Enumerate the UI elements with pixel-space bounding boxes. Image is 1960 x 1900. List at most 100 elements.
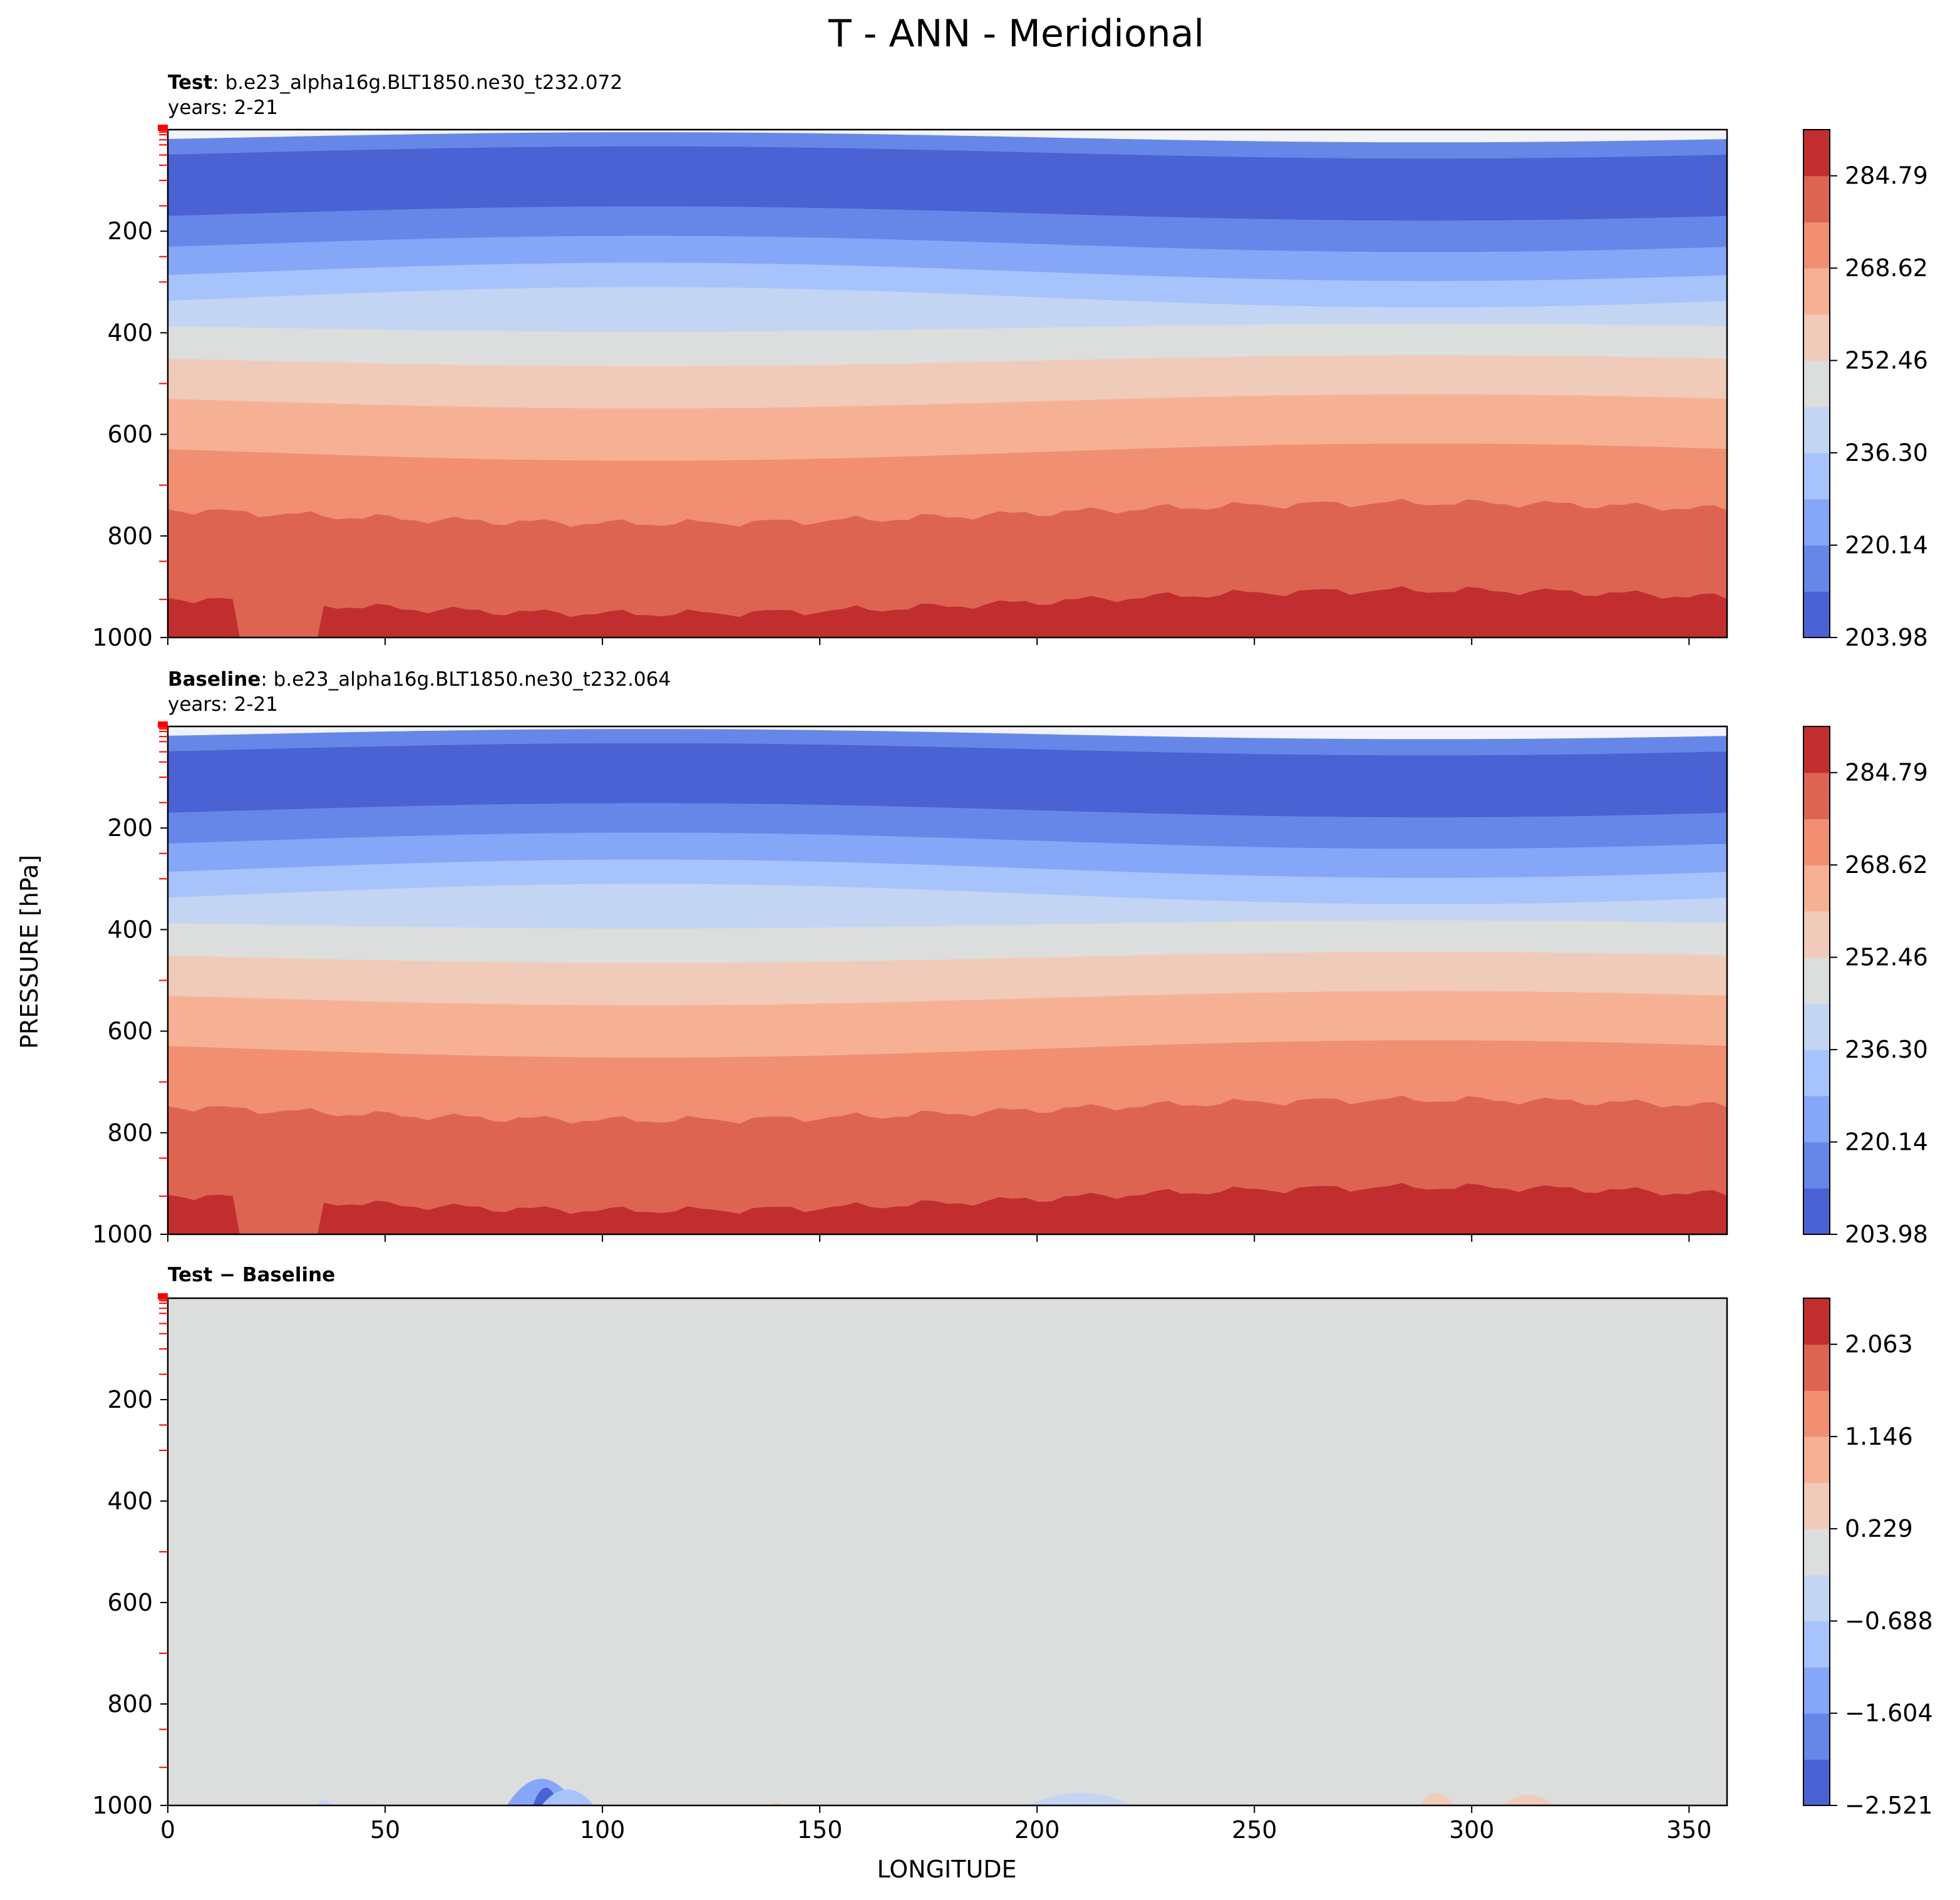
contour-fills <box>168 130 1727 638</box>
panel-baseline-title-bold: Baseline <box>168 668 260 691</box>
panel-baseline-colorbar: 203.98 220.14 236.30 252.46 268.62 284.79 <box>1803 726 1928 1248</box>
colorbar-tick-label: 2.063 <box>1845 1331 1913 1358</box>
colorbar-tick-label: −1.604 <box>1845 1700 1933 1727</box>
colorbar-frame <box>1803 726 1830 1235</box>
pressure-level-tick-cluster <box>158 1293 168 1299</box>
colorbar-segment <box>1803 175 1830 223</box>
colorbar-frame <box>1803 129 1830 638</box>
x-tick-label: 250 <box>1232 1816 1277 1844</box>
colorbar-segment <box>1803 865 1830 912</box>
colorbar-segment <box>1803 591 1830 638</box>
y-tick-label: 400 <box>107 916 153 943</box>
colorbar-segment <box>1803 1095 1830 1143</box>
colorbar-tick-label: 236.30 <box>1845 1036 1928 1063</box>
panel-difference: Test − Baseline 200 400 600 800 1000 0 50 100 15… <box>92 1264 1932 1844</box>
contour-level-band <box>168 586 1727 638</box>
contour-fills <box>168 1298 1727 1805</box>
colorbar-segment <box>1803 498 1830 546</box>
contour-anomaly <box>315 1800 333 1805</box>
y-tick-label: 800 <box>107 522 153 550</box>
y-tick-label: 200 <box>107 1386 153 1413</box>
colorbar-segment <box>1803 1344 1830 1391</box>
y-tick-label: 400 <box>107 319 153 346</box>
y-tick-label: 400 <box>107 1487 153 1515</box>
colorbar-segment <box>1803 314 1830 361</box>
colorbar-segment <box>1803 268 1830 315</box>
y-tick-label: 1000 <box>92 624 153 651</box>
panel-baseline-subtitle: years: 2-21 <box>168 693 278 716</box>
figure-title: T - ANN - Meridional <box>828 12 1204 56</box>
panel-test-subtitle: years: 2-21 <box>168 96 278 119</box>
colorbar-segment <box>1803 772 1830 820</box>
panel-test-title-bold: Test <box>168 71 213 94</box>
colorbar-tick-label: 1.146 <box>1845 1423 1913 1450</box>
colorbar-segment <box>1803 360 1830 407</box>
colorbar-segment <box>1803 406 1830 453</box>
x-tick-label: 350 <box>1666 1816 1712 1844</box>
colorbar-segment <box>1803 545 1830 592</box>
colorbar-tick-label: 203.98 <box>1845 1221 1928 1248</box>
colorbar-segment <box>1803 911 1830 958</box>
x-tick-label: 300 <box>1449 1816 1495 1844</box>
panel-test-title: Test: b.e23_alpha16g.BLT1850.ne30_t232.0… <box>168 71 622 94</box>
colorbar-tick-label: 284.79 <box>1845 162 1928 190</box>
x-tick-label: 100 <box>580 1816 626 1844</box>
colorbar-segment <box>1803 1529 1830 1576</box>
y-axis-label: PRESSURE [hPa] <box>16 855 43 1049</box>
panel-test: Test: b.e23_alpha16g.BLT1850.ne30_t232.0… <box>92 71 1928 651</box>
contour-anomaly <box>1028 1793 1133 1805</box>
colorbar-segment <box>1803 1390 1830 1437</box>
colorbar-segment <box>1803 1667 1830 1714</box>
y-tick-label: 1000 <box>92 1792 153 1819</box>
panel-difference-title: Test − Baseline <box>168 1264 335 1286</box>
colorbar-segment <box>1803 1050 1830 1097</box>
panel-baseline: Baseline: b.e23_alpha16g.BLT1850.ne30_t2… <box>92 668 1928 1248</box>
x-axis-label: LONGITUDE <box>877 1856 1016 1883</box>
x-tick-label: 50 <box>370 1816 400 1844</box>
y-tick-label: 600 <box>107 1589 153 1616</box>
panel-test-plot: 200 400 600 800 1000 <box>92 125 1728 651</box>
contour-anomaly <box>1419 1793 1455 1805</box>
colorbar-segment <box>1803 1759 1830 1806</box>
colorbar-segment <box>1803 1003 1830 1050</box>
panel-baseline-title-rest: : b.e23_alpha16g.BLT1850.ne30_t232.064 <box>260 668 671 691</box>
x-tick-label: 0 <box>160 1816 175 1844</box>
contour-fills <box>168 726 1727 1234</box>
y-tick-label: 1000 <box>92 1221 153 1248</box>
y-tick-label: 200 <box>107 814 153 842</box>
colorbar-tick-label: 220.14 <box>1845 1128 1928 1156</box>
colorbar-segment <box>1803 726 1830 773</box>
colorbar-tick-label: 203.98 <box>1845 624 1928 651</box>
x-tick-label: 150 <box>797 1816 843 1844</box>
panel-difference-colorbar: −2.521 −1.604 −0.688 0.229 1.146 2.063 <box>1803 1298 1933 1819</box>
contour-anomaly <box>770 1802 783 1805</box>
contour-background <box>168 1298 1727 1805</box>
panel-baseline-plot: 200 400 600 800 1000 <box>92 721 1728 1248</box>
colorbar-segment <box>1803 1188 1830 1235</box>
colorbar-segment <box>1803 1713 1830 1760</box>
colorbar-tick-label: 236.30 <box>1845 439 1928 467</box>
y-tick-label: 800 <box>107 1690 153 1718</box>
y-tick-label: 600 <box>107 1018 153 1045</box>
panel-test-title-rest: : b.e23_alpha16g.BLT1850.ne30_t232.072 <box>212 71 622 94</box>
colorbar-tick-label: −2.521 <box>1845 1792 1933 1819</box>
colorbar-segment <box>1803 957 1830 1004</box>
colorbar-segment <box>1803 130 1830 177</box>
colorbar-tick-label: 268.62 <box>1845 851 1928 879</box>
colorbar-segment <box>1803 222 1830 269</box>
colorbar-tick-label: 284.79 <box>1845 759 1928 787</box>
pressure-level-tick-cluster <box>158 721 168 728</box>
colorbar-segment <box>1803 1436 1830 1484</box>
colorbar-segment <box>1803 1621 1830 1668</box>
colorbar-tick-label: 252.46 <box>1845 347 1928 374</box>
y-tick-label: 800 <box>107 1119 153 1147</box>
colorbar-segment <box>1803 1574 1830 1622</box>
colorbar-tick-label: 220.14 <box>1845 532 1928 559</box>
panel-difference-plot: 200 400 600 800 1000 0 50 100 150 200 250 300 350 <box>92 1293 1728 1844</box>
colorbar-segment <box>1803 1298 1830 1345</box>
colorbar-frame <box>1803 1298 1830 1806</box>
contour-level-band <box>168 1182 1727 1234</box>
colorbar-tick-label: −0.688 <box>1845 1607 1933 1634</box>
contour-anomaly <box>1502 1794 1555 1805</box>
